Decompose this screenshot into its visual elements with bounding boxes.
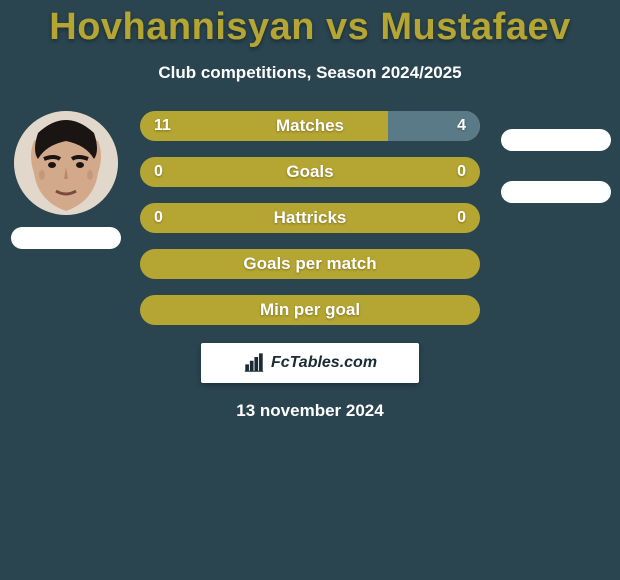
stat-label: Goals bbox=[286, 162, 333, 182]
page-title: Hovhannisyan vs Mustafaev bbox=[0, 0, 620, 49]
stat-value-left: 0 bbox=[154, 209, 163, 227]
stat-bar: Matches 11 4 bbox=[140, 111, 480, 141]
chart-icon bbox=[243, 352, 265, 374]
stat-label: Hattricks bbox=[274, 208, 347, 228]
player-right-name-pill-1 bbox=[501, 129, 611, 151]
source-badge: FcTables.com bbox=[201, 343, 419, 383]
stat-bar: Goals per match bbox=[140, 249, 480, 279]
stat-label: Min per goal bbox=[260, 300, 360, 320]
player-left-column bbox=[6, 111, 126, 249]
stat-value-left: 0 bbox=[154, 163, 163, 181]
date-text: 13 november 2024 bbox=[0, 401, 620, 421]
stats-bars: Matches 11 4 Goals 0 0 Hattricks 0 0 Goals per ma… bbox=[140, 111, 480, 325]
stat-value-right: 0 bbox=[457, 163, 466, 181]
player-right-column bbox=[496, 111, 616, 203]
stat-value-right: 0 bbox=[457, 209, 466, 227]
player-right-name-pill-2 bbox=[501, 181, 611, 203]
stat-bar-right-fill bbox=[388, 111, 480, 141]
stat-value-left: 11 bbox=[154, 117, 171, 135]
stat-bar: Min per goal bbox=[140, 295, 480, 325]
stat-bar: Hattricks 0 0 bbox=[140, 203, 480, 233]
stat-value-right: 4 bbox=[457, 117, 466, 135]
player-left-name-pill bbox=[11, 227, 121, 249]
source-text: FcTables.com bbox=[271, 354, 377, 372]
subtitle: Club competitions, Season 2024/2025 bbox=[0, 63, 620, 83]
stat-label: Goals per match bbox=[243, 254, 376, 274]
stat-bar: Goals 0 0 bbox=[140, 157, 480, 187]
comparison-content: Matches 11 4 Goals 0 0 Hattricks 0 0 Goals per ma… bbox=[0, 111, 620, 421]
stat-label: Matches bbox=[276, 116, 344, 136]
player-left-avatar bbox=[14, 111, 118, 215]
